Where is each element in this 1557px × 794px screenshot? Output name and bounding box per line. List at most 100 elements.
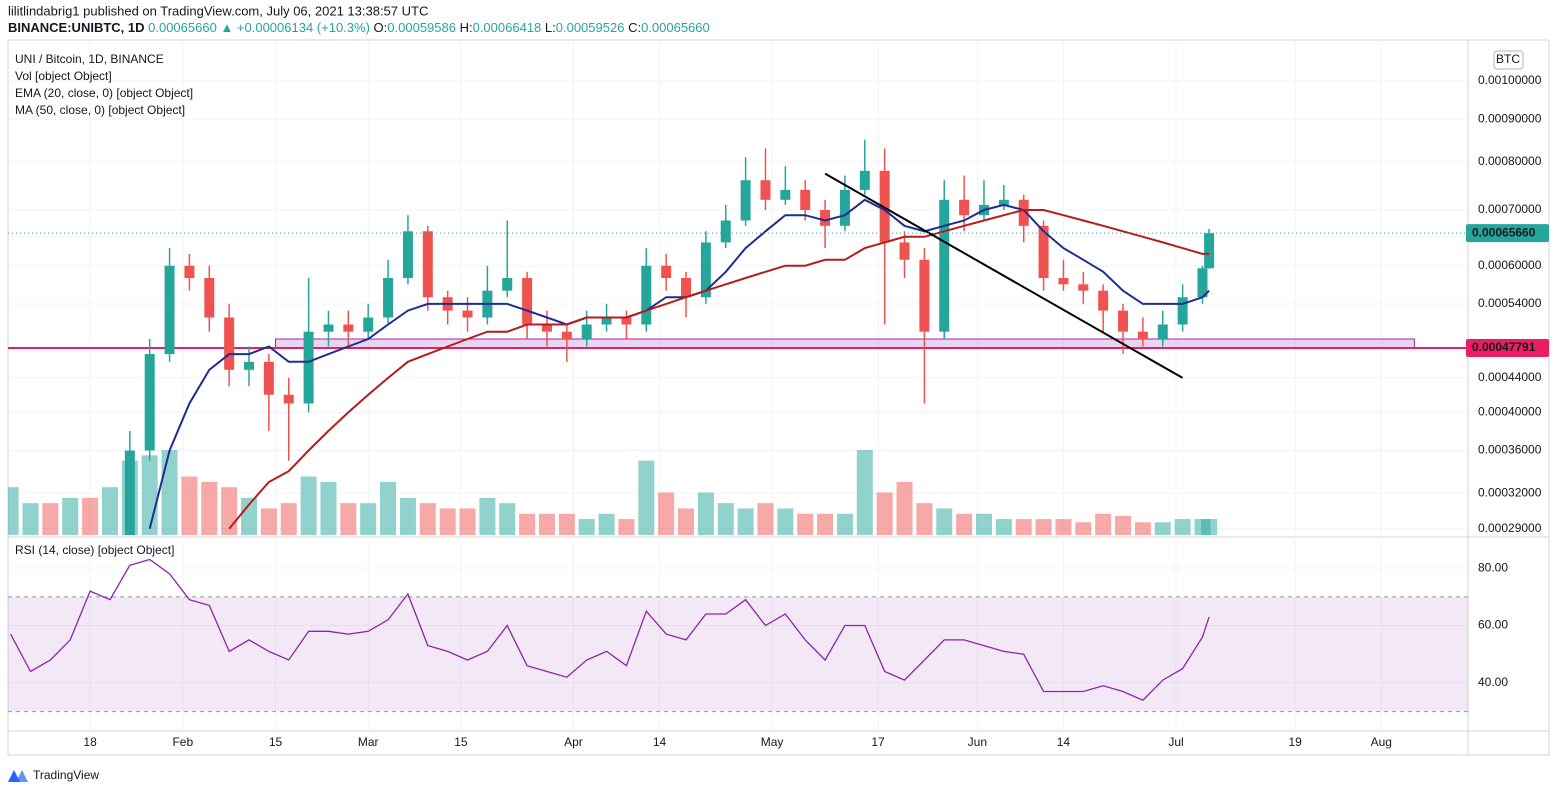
candle-body [402, 231, 413, 279]
legend-ma: MA (50, close, 0) [object Object] [15, 103, 185, 117]
candle-body [561, 331, 572, 339]
y-tick-label: 0.00029000 [1478, 521, 1542, 535]
volume-bar [42, 503, 59, 535]
volume-bar [439, 508, 456, 535]
volume-bar [737, 508, 754, 535]
volume-bar [856, 450, 873, 535]
logo-mark [16, 770, 28, 782]
candle-body [800, 189, 811, 210]
volume-bar [975, 513, 992, 535]
volume-bar [499, 503, 516, 535]
candle-body [939, 199, 950, 332]
volume-bar [896, 481, 913, 535]
rsi-tick-label: 80.00 [1478, 560, 1508, 574]
candle-body [224, 317, 235, 370]
candle-body [1038, 225, 1049, 279]
volume-bar [519, 513, 536, 535]
candle-body [263, 361, 274, 395]
volume-bar [22, 503, 39, 535]
x-tick-label: May [761, 735, 784, 749]
candle-body [303, 331, 314, 404]
candle-body [820, 209, 831, 226]
volume-bar [697, 492, 714, 535]
rsi-band [8, 596, 1468, 712]
candle-body [1197, 268, 1208, 298]
x-tick-label: 14 [1057, 735, 1071, 749]
low-value: 0.00059526 [556, 20, 625, 35]
quote-line: BINANCE:UNIBTC, 1D 0.00065660 ▲ +0.00006… [8, 20, 710, 35]
volume-bar [419, 503, 436, 535]
candle-body [1098, 290, 1109, 311]
candle-body [720, 220, 731, 243]
brand-logo: TradingView [8, 768, 99, 782]
publisher-line: lilitlindabrig1 published on TradingView… [8, 3, 428, 18]
volume-bar [241, 497, 258, 535]
currency-box [1493, 50, 1524, 70]
logo-mark [8, 770, 20, 782]
x-tick-label: 14 [653, 735, 667, 749]
candle-body [919, 259, 930, 332]
volume-bar [916, 503, 933, 535]
candle-body [541, 324, 552, 332]
volume-bar [161, 450, 178, 535]
candle-body [899, 242, 910, 260]
candle-body [641, 265, 652, 325]
legend-volume: Vol [object Object] [15, 69, 112, 83]
candle-body [1137, 331, 1148, 339]
close-label: C: [628, 20, 641, 35]
y-tick-label: 0.00060000 [1478, 258, 1542, 272]
volume-bar [1075, 522, 1092, 535]
candle-body [760, 180, 771, 200]
volume-bar [678, 508, 695, 535]
volume-bar [340, 503, 357, 535]
candle-body [661, 265, 672, 279]
y-tick-label: 0.00044000 [1478, 370, 1542, 384]
candle-body [244, 361, 255, 370]
volume-bar [777, 508, 794, 535]
rsi-tick-label: 60.00 [1478, 618, 1508, 632]
candle-body [164, 265, 175, 355]
x-tick-label: Feb [172, 735, 193, 749]
volume-bar [797, 513, 814, 535]
candle-body [383, 278, 394, 318]
candle-body [581, 324, 592, 339]
volume-bar [62, 497, 79, 535]
candle-body [522, 278, 533, 325]
candle-body [363, 317, 374, 332]
x-tick-label: Aug [1371, 735, 1392, 749]
volume-bar [717, 503, 734, 535]
open-label: O: [374, 20, 388, 35]
candle-body [998, 199, 1009, 205]
volume-bar [658, 492, 675, 535]
y-tick-label: 0.00090000 [1478, 111, 1542, 125]
candle-body [502, 278, 513, 291]
high-value: 0.00066418 [473, 20, 542, 35]
x-tick-label: 18 [83, 735, 97, 749]
rsi-pane [8, 558, 1468, 713]
candle-body [1078, 284, 1089, 291]
level-label: 0.00047791 [1472, 340, 1536, 354]
chart-title: UNI / Bitcoin, 1D, BINANCE [15, 52, 164, 66]
y-tick-label: 0.00080000 [1478, 154, 1542, 168]
volume-bar [757, 503, 774, 535]
price: 0.00065660 [148, 20, 217, 35]
x-tick-label: Jun [968, 735, 987, 749]
volume-bar [360, 503, 377, 535]
open-value: 0.00059586 [387, 20, 456, 35]
volume-bar [1095, 513, 1112, 535]
candle-body [204, 278, 215, 318]
change: ▲ +0.00006134 (+10.3%) [220, 20, 369, 35]
volume-bar [995, 519, 1012, 535]
rsi-line [10, 558, 1210, 701]
volume-bar [8, 487, 19, 535]
candle-body [144, 354, 155, 451]
chart-frame [7, 39, 1550, 756]
volume-bar [479, 497, 496, 535]
candle-body [1157, 324, 1168, 339]
volume-bar [181, 476, 198, 535]
volume-bar [598, 513, 615, 535]
volume-bar [320, 481, 337, 535]
